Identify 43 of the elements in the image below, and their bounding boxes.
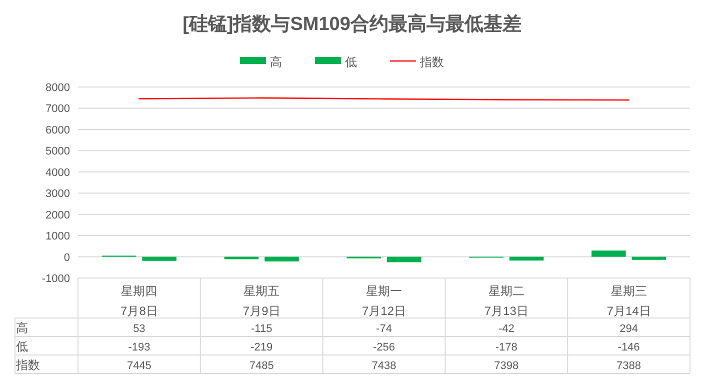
bar xyxy=(387,256,422,262)
data-label: 7398 xyxy=(494,360,519,372)
data-label: 53 xyxy=(133,323,146,335)
y-tick-label: 8000 xyxy=(46,82,70,94)
y-tick-label: 3000 xyxy=(46,188,70,200)
data-label: 7388 xyxy=(616,360,642,372)
legend-label: 高 xyxy=(270,55,282,69)
data-label: 294 xyxy=(620,323,638,335)
y-tick-label: 0 xyxy=(64,252,70,264)
y-tick-label: 4000 xyxy=(46,166,70,179)
data-label: 7485 xyxy=(249,360,274,372)
y-tick-label: 5000 xyxy=(46,146,70,158)
y-tick-label: -1000 xyxy=(42,273,70,285)
data-label: -256 xyxy=(372,342,396,354)
text: 指数 xyxy=(16,358,40,372)
data-label: 7445 xyxy=(126,360,152,372)
x-tick-label: 星期二 7月13日 xyxy=(484,284,528,318)
x-tick-label: 星期四 7月8日 xyxy=(120,284,158,318)
x-tick-label: 星期三 7月14日 xyxy=(606,284,651,318)
text: 低 xyxy=(16,340,28,354)
data-label: -74 xyxy=(376,323,392,335)
x-tick-label: 星期一 7月12日 xyxy=(362,284,406,318)
legend-label: 低 xyxy=(345,55,357,69)
bar xyxy=(264,256,299,262)
y-tick-label: 6000 xyxy=(46,124,70,136)
bar xyxy=(592,250,626,257)
bar xyxy=(509,256,544,261)
bar xyxy=(142,256,176,261)
data-label: -178 xyxy=(495,342,518,354)
data-label: -146 xyxy=(618,342,640,354)
data-label: -219 xyxy=(250,342,273,354)
x-tick-label: 星期五 7月9日 xyxy=(242,284,280,318)
y-tick-label: 1000 xyxy=(46,230,70,243)
data-label: 7438 xyxy=(372,360,396,372)
bar xyxy=(632,256,666,260)
data-label: -115 xyxy=(251,323,272,335)
data-label: -193 xyxy=(128,342,150,354)
y-tick-label: 7000 xyxy=(46,103,70,116)
legend-label: 指数 xyxy=(419,55,444,69)
data-label: -42 xyxy=(498,323,514,335)
y-tick-label: 2000 xyxy=(46,209,70,222)
chart-title: [硅锰]指数与SM109合约最高与最低基差 xyxy=(182,13,522,35)
text: 高 xyxy=(16,321,28,335)
